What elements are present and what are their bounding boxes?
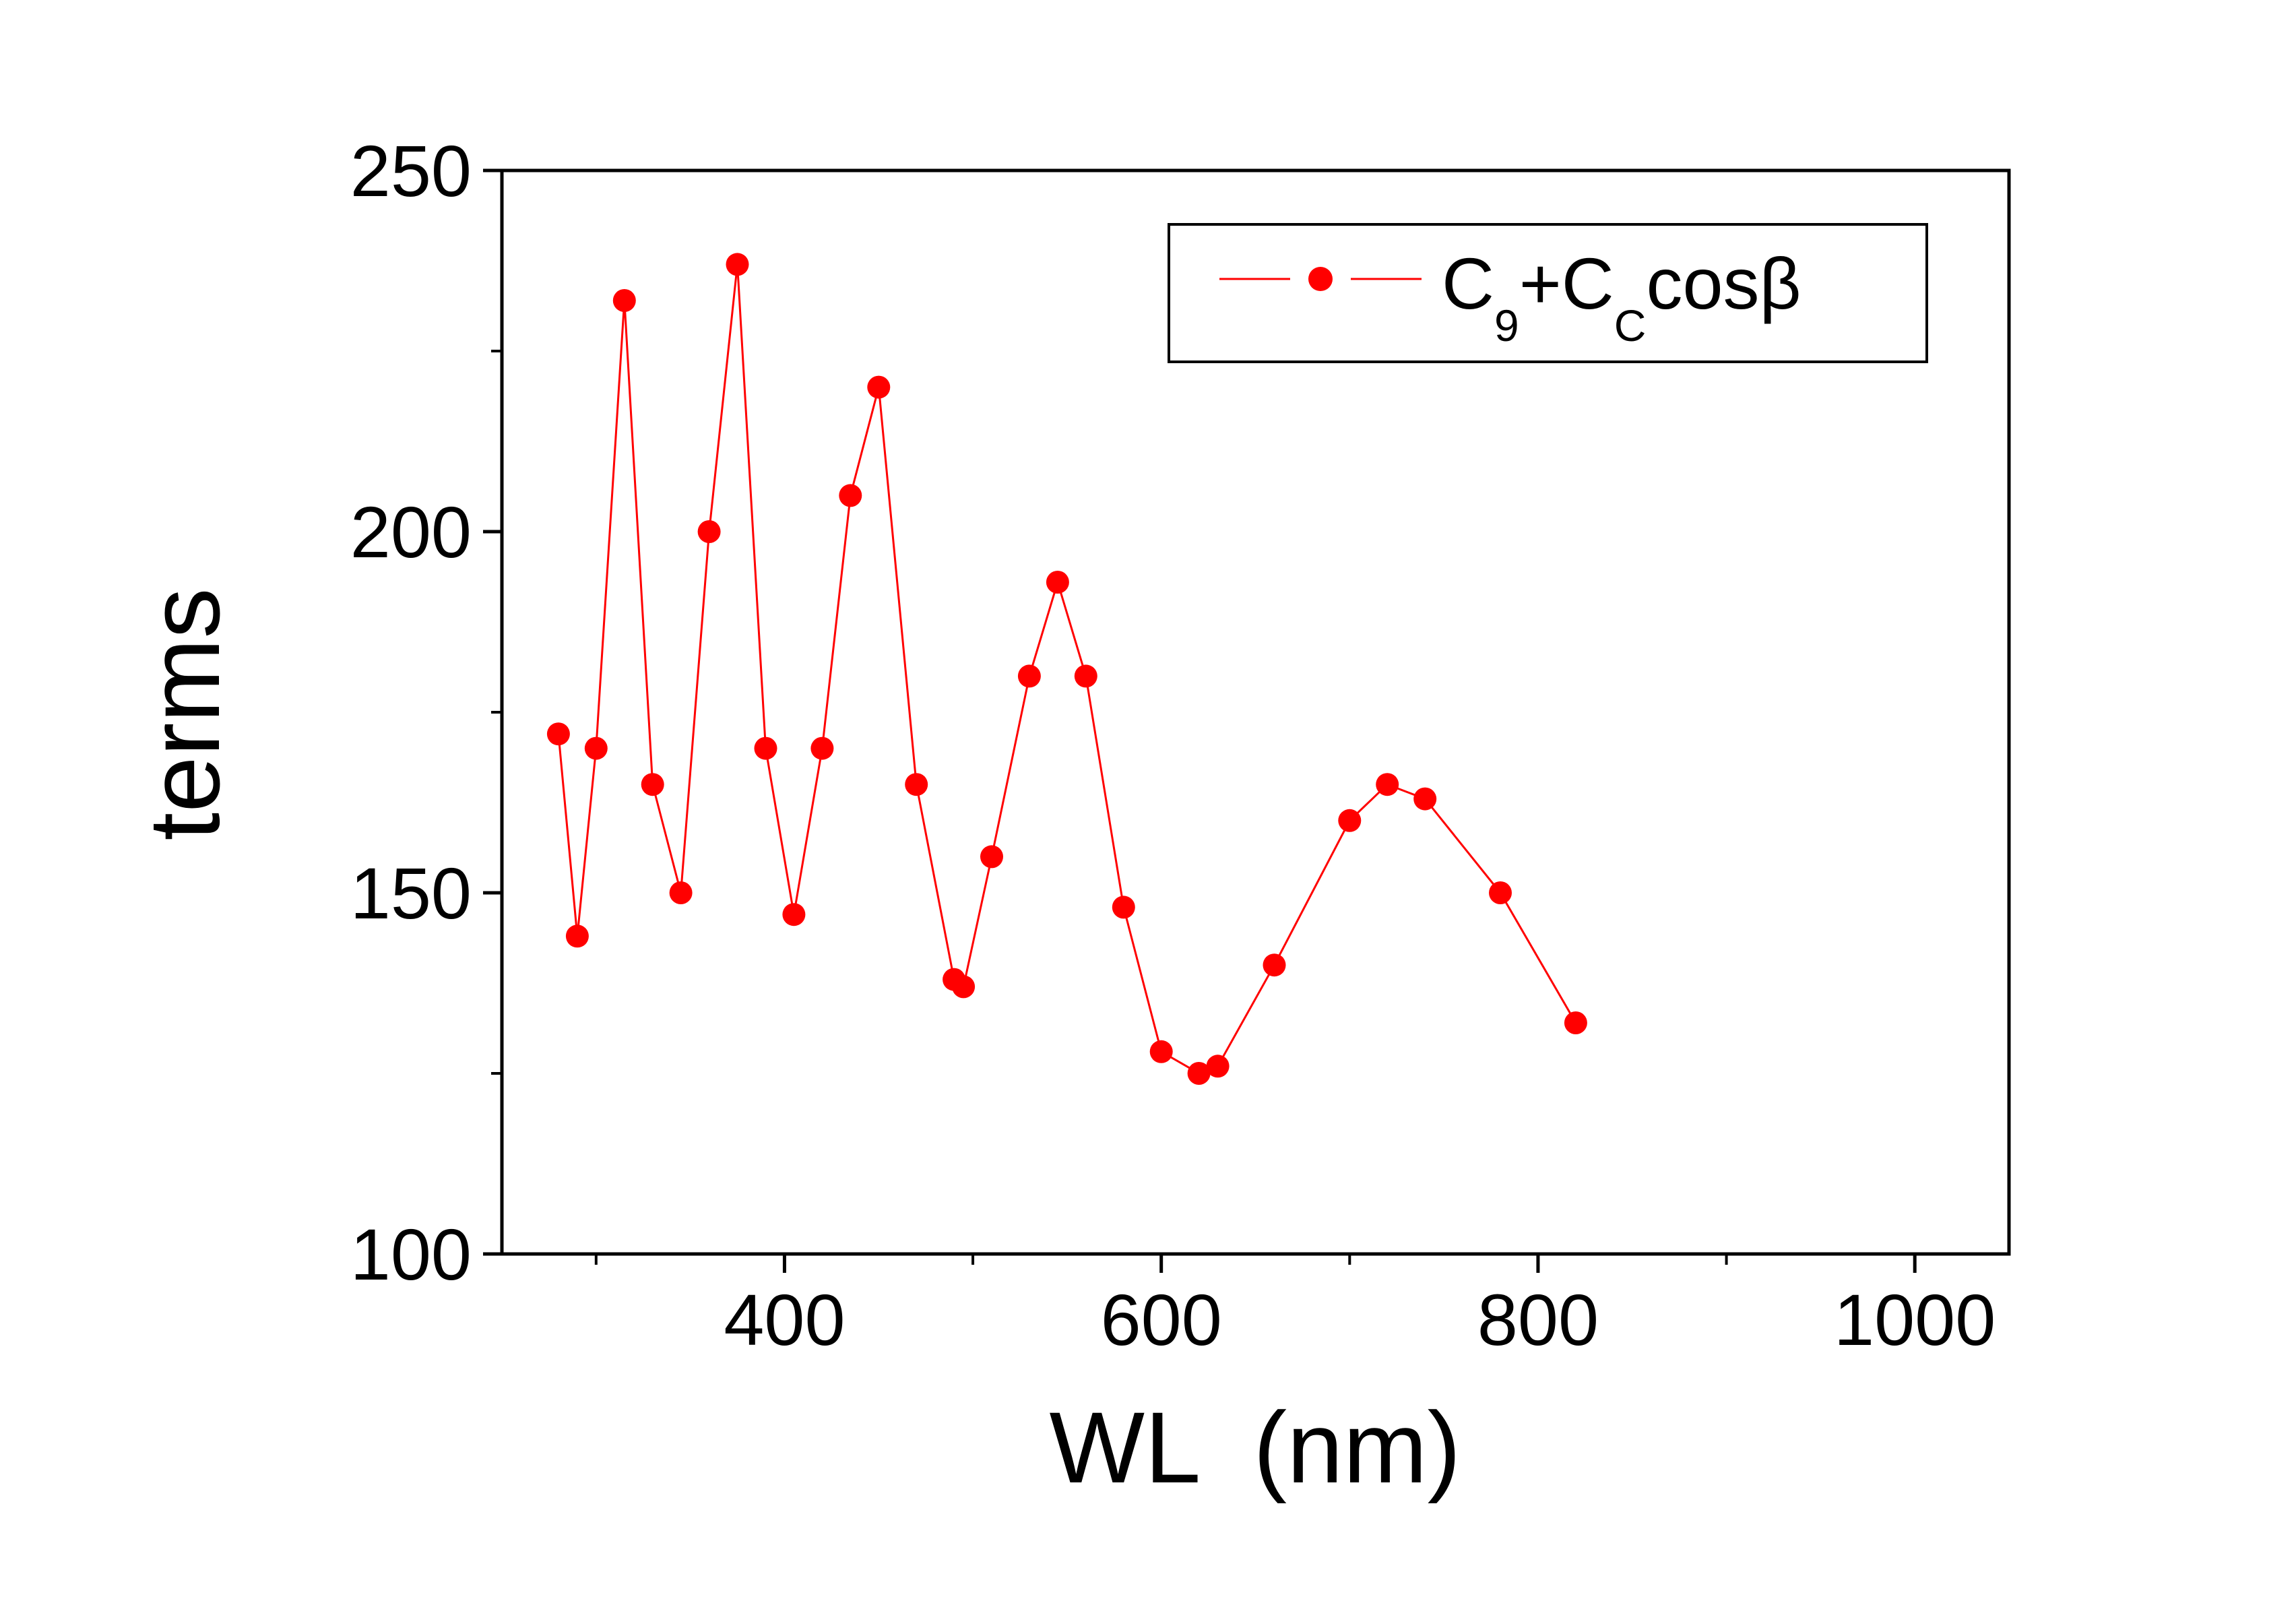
- data-point: [1206, 1055, 1230, 1078]
- legend-label-sub2: C: [1614, 301, 1647, 350]
- data-point: [565, 924, 589, 948]
- y-tick-label-250: 250: [350, 130, 472, 212]
- data-point: [839, 484, 862, 507]
- legend-label-base: C: [1442, 243, 1494, 324]
- data-point: [584, 736, 608, 760]
- legend-label-tail: cosβ: [1646, 243, 1801, 324]
- data-point: [952, 975, 976, 999]
- data-point: [1187, 1062, 1211, 1085]
- data-point: [612, 289, 636, 312]
- x-tick-label-400: 400: [724, 1279, 845, 1360]
- data-point: [669, 881, 693, 904]
- data-point: [546, 722, 570, 746]
- data-point: [1046, 571, 1069, 594]
- x-axis-label: WL (nm): [1049, 1391, 1461, 1504]
- x-tick-label-800: 800: [1477, 1279, 1599, 1360]
- data-point: [810, 736, 834, 760]
- data-point: [1263, 953, 1286, 977]
- y-tick-label-100: 100: [350, 1214, 472, 1295]
- data-point: [1149, 1040, 1173, 1063]
- data-point: [1376, 773, 1399, 796]
- data-point: [782, 903, 806, 926]
- data-point: [1564, 1011, 1587, 1034]
- legend-marker: [1308, 267, 1333, 291]
- data-point: [1413, 787, 1437, 811]
- y-tick-label-150: 150: [350, 852, 472, 934]
- axis-ticks: 400 600 800 1000 100 150 200 250: [350, 130, 1996, 1360]
- legend-label: C9+CCcosβ: [1442, 243, 1801, 350]
- y-tick-label-200: 200: [350, 491, 472, 573]
- data-point: [1489, 881, 1512, 904]
- data-point: [1338, 809, 1362, 832]
- data-point: [697, 520, 721, 543]
- data-point: [1112, 895, 1135, 919]
- data-point: [905, 773, 928, 796]
- data-point: [980, 845, 1003, 869]
- data-point: [726, 253, 749, 276]
- x-tick-label-1000: 1000: [1834, 1279, 1996, 1360]
- legend-box: [1168, 223, 1928, 363]
- series-layer: [546, 253, 1587, 1085]
- legend: C9+CCcosβ: [1168, 223, 1928, 363]
- data-point: [641, 773, 664, 796]
- plot-frame: [500, 168, 2011, 1256]
- legend-label-sub1: 9: [1494, 301, 1519, 350]
- x-tick-label-600: 600: [1101, 1279, 1222, 1360]
- y-axis-label: terms: [127, 588, 241, 841]
- data-point: [1017, 664, 1041, 688]
- data-point: [754, 736, 777, 760]
- data-point: [1074, 664, 1097, 688]
- legend-label-plus: +C: [1519, 243, 1614, 324]
- data-point: [867, 375, 891, 399]
